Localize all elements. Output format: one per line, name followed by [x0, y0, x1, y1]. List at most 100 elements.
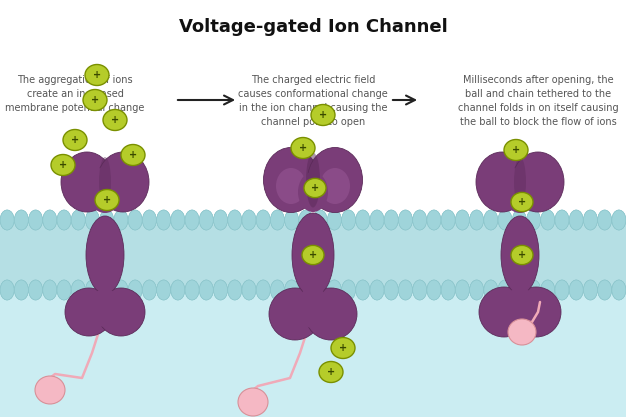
Ellipse shape — [35, 376, 65, 404]
Ellipse shape — [512, 280, 526, 300]
Ellipse shape — [512, 210, 526, 230]
Ellipse shape — [171, 210, 185, 230]
Ellipse shape — [311, 105, 335, 126]
Text: +: + — [111, 115, 119, 125]
Ellipse shape — [511, 287, 561, 337]
Ellipse shape — [555, 280, 569, 300]
Ellipse shape — [583, 280, 597, 300]
Ellipse shape — [498, 280, 512, 300]
Ellipse shape — [583, 210, 597, 230]
Ellipse shape — [185, 280, 199, 300]
Ellipse shape — [228, 280, 242, 300]
Ellipse shape — [427, 280, 441, 300]
Ellipse shape — [86, 280, 100, 300]
Text: +: + — [339, 343, 347, 353]
Ellipse shape — [501, 216, 539, 294]
Ellipse shape — [399, 210, 413, 230]
Text: Voltage-gated Ion Channel: Voltage-gated Ion Channel — [178, 18, 448, 36]
Ellipse shape — [441, 280, 455, 300]
Ellipse shape — [29, 210, 43, 230]
Ellipse shape — [0, 210, 14, 230]
Ellipse shape — [242, 210, 256, 230]
Ellipse shape — [484, 280, 498, 300]
Ellipse shape — [128, 280, 142, 300]
Ellipse shape — [484, 280, 498, 300]
Ellipse shape — [526, 210, 540, 230]
Ellipse shape — [65, 288, 113, 336]
FancyBboxPatch shape — [0, 220, 626, 290]
Ellipse shape — [0, 210, 14, 230]
Ellipse shape — [313, 210, 327, 230]
Ellipse shape — [128, 210, 142, 230]
Text: +: + — [309, 250, 317, 260]
Ellipse shape — [342, 280, 356, 300]
Ellipse shape — [71, 280, 85, 300]
Ellipse shape — [455, 210, 470, 230]
Ellipse shape — [399, 280, 413, 300]
Ellipse shape — [455, 210, 470, 230]
Ellipse shape — [342, 210, 356, 230]
Ellipse shape — [185, 210, 199, 230]
Ellipse shape — [441, 210, 455, 230]
Ellipse shape — [327, 210, 341, 230]
Ellipse shape — [228, 210, 242, 230]
Ellipse shape — [327, 280, 341, 300]
Ellipse shape — [128, 210, 142, 230]
Ellipse shape — [256, 210, 270, 230]
Ellipse shape — [121, 145, 145, 166]
Ellipse shape — [100, 280, 114, 300]
Ellipse shape — [307, 148, 362, 213]
Ellipse shape — [86, 210, 100, 230]
Ellipse shape — [470, 210, 484, 230]
Ellipse shape — [85, 65, 109, 85]
Ellipse shape — [512, 152, 564, 212]
Ellipse shape — [29, 280, 43, 300]
Ellipse shape — [498, 280, 512, 300]
Text: +: + — [93, 70, 101, 80]
Ellipse shape — [413, 210, 427, 230]
Ellipse shape — [100, 210, 114, 230]
Ellipse shape — [504, 140, 528, 161]
Ellipse shape — [598, 210, 612, 230]
Ellipse shape — [57, 280, 71, 300]
Ellipse shape — [569, 210, 583, 230]
Ellipse shape — [319, 362, 343, 382]
Ellipse shape — [511, 192, 533, 211]
Ellipse shape — [242, 280, 256, 300]
Ellipse shape — [270, 280, 284, 300]
Ellipse shape — [370, 280, 384, 300]
Ellipse shape — [413, 210, 427, 230]
Ellipse shape — [213, 280, 227, 300]
Text: +: + — [59, 160, 67, 170]
Ellipse shape — [342, 280, 356, 300]
Ellipse shape — [598, 280, 612, 300]
Ellipse shape — [86, 216, 124, 294]
Ellipse shape — [498, 210, 512, 230]
Ellipse shape — [100, 210, 114, 230]
Text: +: + — [91, 95, 99, 105]
Ellipse shape — [99, 157, 111, 207]
Ellipse shape — [503, 288, 537, 324]
Ellipse shape — [476, 152, 528, 212]
Ellipse shape — [114, 210, 128, 230]
Ellipse shape — [213, 210, 227, 230]
Ellipse shape — [427, 210, 441, 230]
Ellipse shape — [441, 280, 455, 300]
FancyBboxPatch shape — [0, 220, 626, 417]
Ellipse shape — [427, 280, 441, 300]
Ellipse shape — [399, 280, 413, 300]
Ellipse shape — [299, 210, 313, 230]
Ellipse shape — [213, 210, 227, 230]
Ellipse shape — [256, 280, 270, 300]
Ellipse shape — [384, 210, 398, 230]
Ellipse shape — [320, 168, 350, 204]
Ellipse shape — [342, 210, 356, 230]
Ellipse shape — [370, 210, 384, 230]
Text: +: + — [311, 183, 319, 193]
Ellipse shape — [541, 210, 555, 230]
Ellipse shape — [598, 280, 612, 300]
Ellipse shape — [0, 280, 14, 300]
Ellipse shape — [185, 210, 199, 230]
Ellipse shape — [86, 280, 100, 300]
Ellipse shape — [264, 148, 319, 213]
